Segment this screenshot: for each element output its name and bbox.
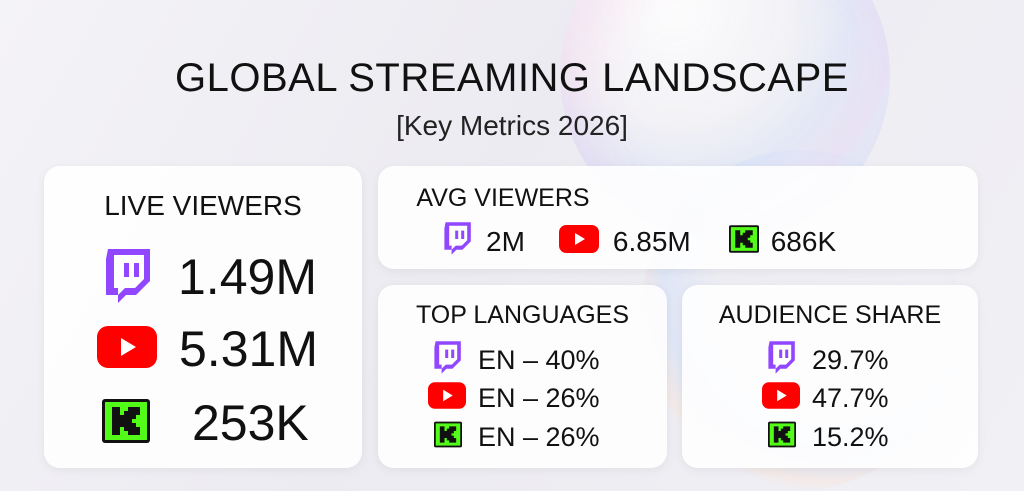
twitch-icon	[442, 222, 472, 261]
live-viewers-row-kick: 253K	[102, 394, 309, 452]
twitch-icon	[766, 341, 796, 380]
audience-share-kick-value: 15.2%	[812, 421, 889, 452]
top-languages-card: TOP LANGUAGES EN – 40% EN – 26%	[378, 285, 667, 468]
top-languages-row-youtube: EN – 26%	[428, 382, 600, 414]
kick-icon	[768, 421, 796, 453]
kick-icon	[728, 225, 759, 258]
audience-share-row-kick: 15.2%	[768, 421, 889, 453]
audience-share-twitch-value: 29.7%	[812, 345, 889, 375]
kick-icon	[434, 421, 462, 453]
kick-icon	[102, 398, 150, 448]
youtube-icon	[558, 225, 599, 258]
top-languages-row-kick: EN – 26%	[434, 421, 600, 453]
top-languages-twitch-value: EN – 40%	[478, 345, 600, 375]
live-viewers-card: LIVE VIEWERS 1.49M 5.31M	[44, 166, 362, 468]
audience-share-title: AUDIENCE SHARE	[718, 301, 942, 329]
audience-share-youtube-value: 47.7%	[812, 382, 889, 413]
twitch-icon	[432, 341, 462, 380]
live-viewers-youtube-value: 5.31M	[179, 321, 318, 377]
top-languages-title: TOP LANGUAGES	[415, 301, 630, 329]
twitch-icon	[102, 249, 152, 305]
youtube-icon	[428, 382, 466, 414]
audience-share-row-youtube: 47.7%	[762, 382, 889, 414]
live-viewers-kick-value: 253K	[192, 395, 309, 451]
live-viewers-row-twitch: 1.49M	[102, 248, 317, 306]
live-viewers-twitch-value: 1.49M	[178, 249, 317, 305]
youtube-icon	[762, 382, 800, 414]
page-subtitle: [Key Metrics 2026]	[396, 110, 628, 141]
page-title: GLOBAL STREAMING LANDSCAPE	[175, 56, 849, 100]
avg-viewers-row: 2M 6.85M 686K	[442, 222, 836, 261]
top-languages-youtube-value: EN – 26%	[478, 382, 600, 413]
top-languages-kick-value: EN – 26%	[478, 421, 600, 452]
avg-viewers-kick-value: 686K	[770, 225, 837, 257]
live-viewers-title: LIVE VIEWERS	[104, 190, 302, 221]
audience-share-row-twitch: 29.7%	[766, 341, 889, 380]
avg-viewers-card: AVG VIEWERS 2M 6.85M 686K	[378, 166, 978, 269]
top-languages-row-twitch: EN – 40%	[432, 341, 600, 380]
audience-share-card: AUDIENCE SHARE 29.7% 47.7%	[682, 285, 978, 468]
live-viewers-row-youtube: 5.31M	[97, 320, 318, 378]
youtube-icon	[97, 325, 157, 373]
avg-viewers-title: AVG VIEWERS	[416, 184, 590, 212]
avg-viewers-youtube-value: 6.85M	[612, 225, 691, 257]
avg-viewers-twitch-value: 2M	[486, 225, 525, 257]
